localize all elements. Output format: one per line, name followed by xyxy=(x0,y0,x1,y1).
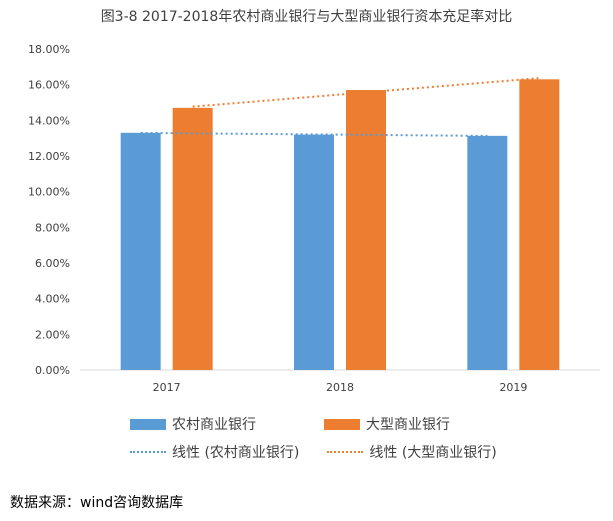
legend-item-large-trend: 线性 (大型商业银行) xyxy=(327,442,497,462)
y-tick-label: 6.00% xyxy=(35,257,70,270)
legend-swatch-large-trend xyxy=(327,451,364,453)
y-tick-label: 14.00% xyxy=(28,114,70,127)
legend-row-trendlines: 线性 (农村商业银行) 线性 (大型商业银行) xyxy=(130,442,525,462)
source-note: 数据来源：wind咨询数据库 xyxy=(10,495,184,511)
y-tick-label: 2.00% xyxy=(35,328,70,341)
legend-item-rural-banks: 农村商业银行 xyxy=(130,414,256,434)
x-tick-label: 2017 xyxy=(153,381,181,394)
y-tick-label: 4.00% xyxy=(35,293,70,306)
y-tick-label: 8.00% xyxy=(35,221,70,234)
bar-large-2017 xyxy=(172,107,213,370)
legend-item-large-banks: 大型商业银行 xyxy=(324,414,450,434)
y-tick-label: 16.00% xyxy=(28,79,70,92)
bar-large-2018 xyxy=(346,90,386,371)
legend-row-series: 农村商业银行 大型商业银行 xyxy=(130,414,478,434)
legend-label-large-banks: 大型商业银行 xyxy=(366,417,450,433)
bar-rural-2017 xyxy=(120,132,161,370)
y-tick-label: 10.00% xyxy=(28,186,70,199)
bar-large-2019 xyxy=(519,79,560,371)
legend-label-rural-trend: 线性 (农村商业银行) xyxy=(172,445,300,461)
y-tick-label: 12.00% xyxy=(28,150,70,163)
legend-swatch-rural-trend xyxy=(130,451,166,453)
legend-swatch-rural-banks xyxy=(130,418,166,430)
y-tick-label: 0.00% xyxy=(35,364,70,377)
legend-item-rural-trend: 线性 (农村商业银行) xyxy=(130,442,299,462)
legend-label-rural-banks: 农村商业银行 xyxy=(172,417,256,433)
x-tick-label: 2019 xyxy=(499,381,527,394)
bar-rural-2019 xyxy=(467,135,508,370)
y-tick-label: 18.00% xyxy=(28,43,70,56)
legend-swatch-large-banks xyxy=(324,418,360,430)
bar-chart: 0.00% 2.00% 4.00% 6.00% 8.00% 10.00% 12.00% 14.… xyxy=(28,43,600,394)
legend-label-large-trend: 线性 (大型商业银行) xyxy=(369,445,497,461)
x-tick-label: 2018 xyxy=(326,381,354,394)
chart-title: 图3-8 2017-2018年农村商业银行与大型商业银行资本充足率对比 xyxy=(100,9,513,25)
bar-rural-2018 xyxy=(294,134,334,370)
